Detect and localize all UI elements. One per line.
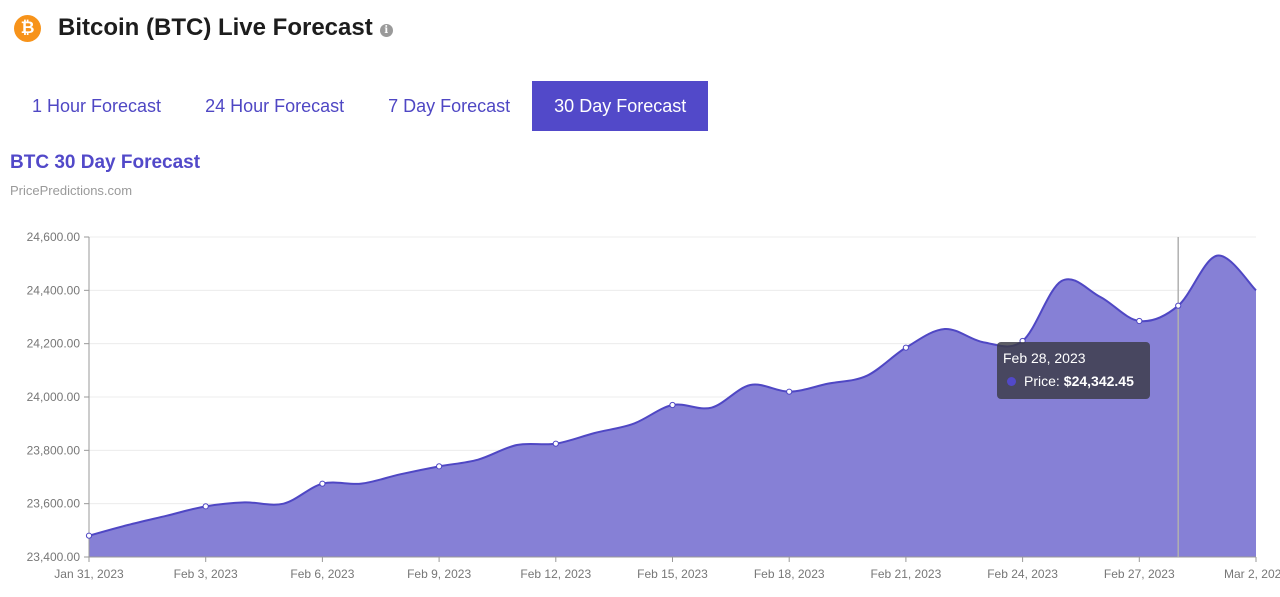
data-point[interactable]: [902, 344, 910, 351]
price-tooltip: Feb 28, 2023 Price: $24,342.45: [997, 342, 1150, 399]
y-tick-label: 23,400.00: [27, 550, 81, 564]
data-point[interactable]: [669, 401, 676, 409]
data-point[interactable]: [85, 532, 93, 539]
x-tick-label: Feb 12, 2023: [520, 567, 591, 581]
axes: [84, 236, 1257, 562]
x-tick-label: Jan 31, 2023: [54, 567, 124, 581]
chart-title: BTC 30 Day Forecast: [10, 152, 201, 173]
x-tick-label: Feb 21, 2023: [871, 567, 942, 581]
x-tick-label: Feb 9, 2023: [407, 567, 471, 581]
price-area-chart[interactable]: 23,400.00 23,600.00 23,800.00 24,000.00 24,2…: [0, 220, 1280, 597]
chart-subtitle: PricePredictions.com: [10, 183, 133, 198]
tooltip-date: Feb 28, 2023: [1003, 350, 1086, 366]
data-point[interactable]: [202, 503, 209, 510]
tooltip-value: $24,342.45: [1063, 373, 1134, 389]
y-axis-labels: 23,400.00 23,600.00 23,800.00 24,000.00 24,2…: [27, 230, 81, 564]
page-title: Bitcoin (BTC) Live Forecast: [58, 14, 373, 41]
data-point[interactable]: [436, 463, 443, 470]
x-tick-label: Mar 2, 2023: [1224, 567, 1280, 581]
data-point[interactable]: [319, 480, 326, 487]
tab-1-hour-forecast[interactable]: 1 Hour Forecast: [32, 95, 162, 116]
tab-24-hour-forecast[interactable]: 24 Hour Forecast: [205, 95, 345, 116]
y-tick-label: 24,400.00: [27, 283, 81, 297]
x-tick-label: Feb 6, 2023: [290, 567, 354, 581]
info-icon[interactable]: i: [379, 23, 393, 37]
tooltip-label: Price:: [1024, 373, 1060, 389]
tab-30-day-forecast[interactable]: 30 Day Forecast: [532, 81, 709, 131]
page-header: ₿ Bitcoin (BTC) Live Forecast i: [14, 13, 393, 43]
x-tick-label: Feb 24, 2023: [987, 567, 1058, 581]
x-tick-label: Feb 27, 2023: [1104, 567, 1175, 581]
data-point[interactable]: [1175, 302, 1182, 309]
y-tick-label: 24,200.00: [27, 337, 81, 351]
y-tick-label: 24,000.00: [27, 390, 81, 404]
x-tick-label: Feb 3, 2023: [174, 567, 238, 581]
y-tick-label: 23,600.00: [27, 497, 81, 511]
x-tick-label: Feb 15, 2023: [637, 567, 708, 581]
bitcoin-icon: ₿: [14, 14, 41, 42]
series-marker: [1007, 376, 1016, 386]
data-point[interactable]: [1136, 317, 1143, 325]
forecast-tabs: 1 Hour Forecast 24 Hour Forecast 7 Day F…: [10, 81, 709, 131]
y-tick-label: 24,600.00: [27, 230, 81, 244]
x-tick-label: Feb 18, 2023: [754, 567, 825, 581]
data-points: [85, 302, 1182, 539]
data-point[interactable]: [786, 388, 793, 395]
tab-7-day-forecast[interactable]: 7 Day Forecast: [388, 95, 511, 116]
y-tick-label: 23,800.00: [27, 443, 81, 457]
data-point[interactable]: [552, 440, 559, 447]
x-axis-labels: Jan 31, 2023 Feb 3, 2023 Feb 6, 2023 Feb 9,…: [54, 567, 1280, 581]
